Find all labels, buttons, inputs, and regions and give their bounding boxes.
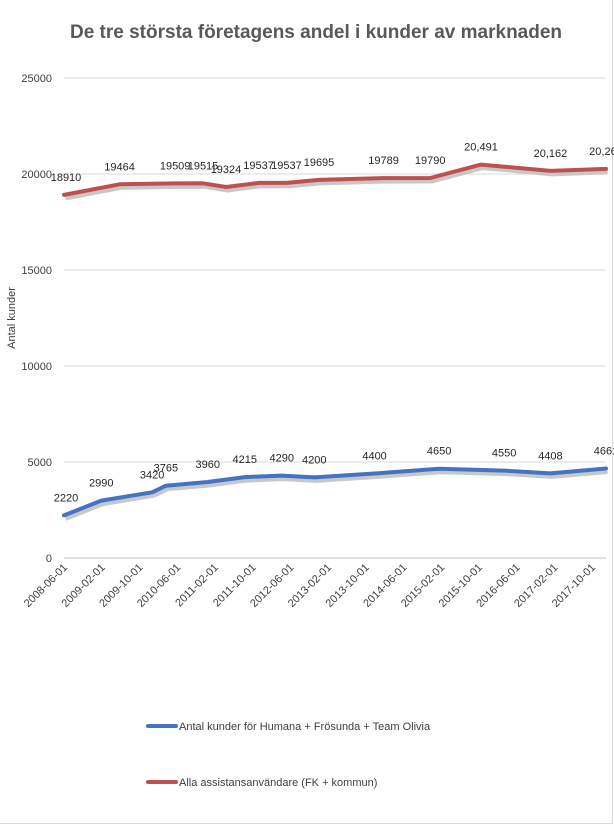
data-label: 4200: [302, 454, 326, 466]
data-label: 2220: [54, 492, 78, 504]
y-tick-label: 20000: [21, 169, 52, 181]
data-label: 19324: [211, 164, 242, 176]
y-tick-label: 15000: [21, 265, 52, 277]
data-label: 3960: [195, 459, 219, 471]
axes: 05000100001500020000250002008-06-012009-…: [21, 73, 606, 610]
data-label: 19789: [368, 155, 399, 167]
y-tick-label: 25000: [21, 73, 52, 85]
y-tick-label: 0: [46, 553, 52, 565]
legend-entry: Antal kunder för Humana + Frösunda + Tea…: [179, 721, 431, 733]
data-label: 20,265: [589, 146, 614, 158]
series-line-shadow: [65, 165, 608, 201]
data-label: 4290: [269, 453, 293, 465]
data-label: 19790: [415, 155, 446, 167]
data-label: 3765: [154, 463, 178, 475]
data-label: 19537: [243, 160, 274, 172]
data-label: 20,491: [464, 142, 498, 154]
series-line: [62, 162, 608, 197]
series-line-shadow: [64, 469, 608, 521]
data-label: 3420: [140, 469, 164, 481]
legend: Antal kunder för Humana + Frösunda + Tea…: [146, 721, 431, 789]
chart-title: De tre största företagens andel i kunder…: [69, 22, 563, 43]
data-label: 19695: [304, 157, 335, 169]
series-line: [62, 466, 608, 518]
data-label: 18910: [51, 172, 82, 184]
y-tick-label: 10000: [21, 361, 52, 373]
series-lines: [62, 162, 608, 521]
y-tick-label: 5000: [28, 457, 52, 469]
data-label: 2990: [89, 478, 113, 490]
data-label: 4400: [362, 451, 386, 463]
data-label: 19509: [160, 160, 191, 172]
data-label: 20,162: [534, 148, 568, 160]
y-axis-label: Antal kunder: [6, 287, 18, 349]
data-label: 19464: [104, 161, 135, 173]
data-label: 4408: [538, 450, 562, 462]
data-label: 19515: [188, 160, 219, 172]
data-label: 4650: [427, 446, 451, 458]
legend-entry: Alla assistansanvändare (FK + kommun): [179, 777, 377, 789]
data-label: 4550: [492, 448, 516, 460]
data-label: 19537: [271, 160, 302, 172]
data-label: 4215: [232, 454, 256, 466]
gridlines: [64, 77, 606, 463]
